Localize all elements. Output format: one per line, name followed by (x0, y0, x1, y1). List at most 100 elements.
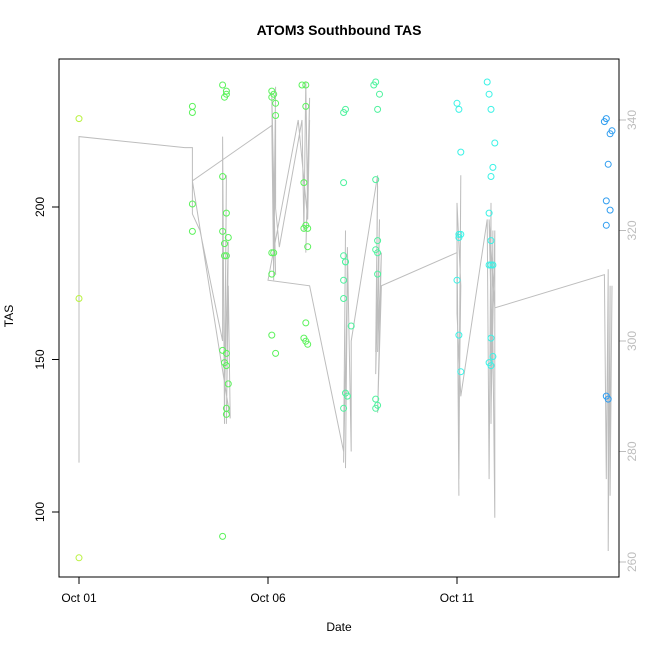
scatter-point (455, 105, 463, 113)
scatter-point (489, 261, 497, 269)
scatter-point (489, 163, 497, 171)
scatter-point (453, 99, 461, 107)
scatter-point (222, 209, 230, 217)
scatter-point (222, 362, 230, 370)
axes-layer: Oct 01 Oct 06 Oct 11 100 150 200 260 280 300 320 3… (33, 110, 639, 605)
scatter-point (340, 295, 348, 302)
scatter-point (340, 179, 348, 187)
scatter-point (485, 261, 493, 269)
scatter-point (219, 532, 227, 540)
scatter-point (268, 93, 276, 101)
y2-tick-label: 300 (625, 331, 639, 351)
x-tick-label: Oct 11 (440, 591, 475, 605)
scatter-point (489, 353, 497, 360)
scatter-point (304, 243, 312, 251)
scatter-point (374, 237, 382, 245)
scatter-point (487, 105, 495, 113)
scatter-point (374, 249, 382, 257)
scatter-point (340, 252, 348, 260)
scatter-point (300, 224, 308, 232)
scatter-point (272, 99, 280, 107)
scatter-point (602, 115, 610, 123)
scatter-point (222, 90, 230, 98)
scatter-point (222, 87, 230, 95)
scatter-point (608, 127, 616, 135)
scatter-point (188, 109, 196, 116)
scatter-point (453, 276, 461, 284)
scatter-point (487, 261, 495, 269)
scatter-point (455, 230, 463, 238)
scatter-point (602, 197, 610, 205)
scatter-point (304, 224, 312, 232)
scatter-point (219, 227, 227, 235)
chart-title: ATOM3 Southbound TAS (257, 22, 422, 38)
scatter-point (487, 173, 495, 180)
y2-tick-label: 280 (625, 441, 639, 461)
scatter-point (485, 209, 493, 217)
scatter-point (455, 331, 463, 339)
secondary-series-layer (78, 81, 613, 552)
scatter-point (372, 404, 380, 412)
scatter-point (491, 139, 499, 147)
scatter-point (222, 410, 230, 418)
scatter-point (457, 148, 465, 156)
scatter-point (340, 404, 348, 412)
secondary-series-line (78, 81, 613, 552)
scatter-point (487, 334, 495, 342)
scatter-point (340, 276, 348, 284)
x-tick-label: Oct 06 (250, 591, 286, 605)
scatter-point (372, 395, 380, 403)
scatter-point (602, 221, 610, 229)
scatter-point (188, 200, 196, 208)
scatter-point (272, 349, 280, 357)
scatter-point (342, 258, 349, 266)
y-tick-label: 200 (33, 197, 47, 217)
scatter-point (188, 227, 196, 235)
scatter-point (300, 179, 308, 187)
scatter-point (188, 102, 196, 110)
scatter-point (604, 160, 612, 168)
scatter-point (372, 176, 380, 184)
scatter-point (374, 105, 382, 113)
scatter-point (343, 392, 351, 400)
scatter-point (376, 90, 383, 98)
points-layer (75, 78, 616, 562)
scatter-point (219, 173, 227, 180)
x-axis-label: Date (326, 620, 352, 634)
y2-tick-label: 260 (625, 552, 639, 572)
scatter-point (487, 237, 495, 245)
scatter-point (75, 295, 83, 302)
scatter-point (270, 249, 278, 257)
x-tick-label: Oct 01 (61, 591, 97, 605)
scatter-point (606, 206, 614, 214)
y-tick-label: 150 (33, 349, 47, 369)
scatter-point (374, 270, 382, 278)
scatter-point (221, 252, 228, 260)
scatter-point (224, 380, 232, 388)
scatter-point (347, 322, 355, 330)
plot-box (58, 58, 620, 578)
scatter-point (224, 234, 232, 241)
y-tick-label: 100 (33, 502, 47, 522)
scatter-point (483, 78, 491, 86)
scatter-point (268, 249, 276, 257)
scatter-point (219, 81, 227, 89)
scatter-point (222, 252, 230, 260)
scatter-point (372, 78, 380, 86)
y-axis-label: TAS (2, 305, 16, 327)
scatter-point (221, 240, 228, 248)
scatter-point (272, 112, 280, 119)
scatter-point (455, 234, 463, 241)
scatter-point (75, 115, 83, 123)
scatter-point (457, 368, 465, 376)
scatter-point (302, 102, 310, 110)
scatter-point (219, 346, 227, 354)
scatter-point (304, 340, 312, 348)
scatter-point (342, 105, 349, 113)
scatter-point (302, 319, 310, 327)
scatter-point (298, 81, 306, 89)
scatter-point (302, 81, 310, 89)
scatter-point (604, 395, 612, 403)
scatter-point (487, 362, 495, 370)
